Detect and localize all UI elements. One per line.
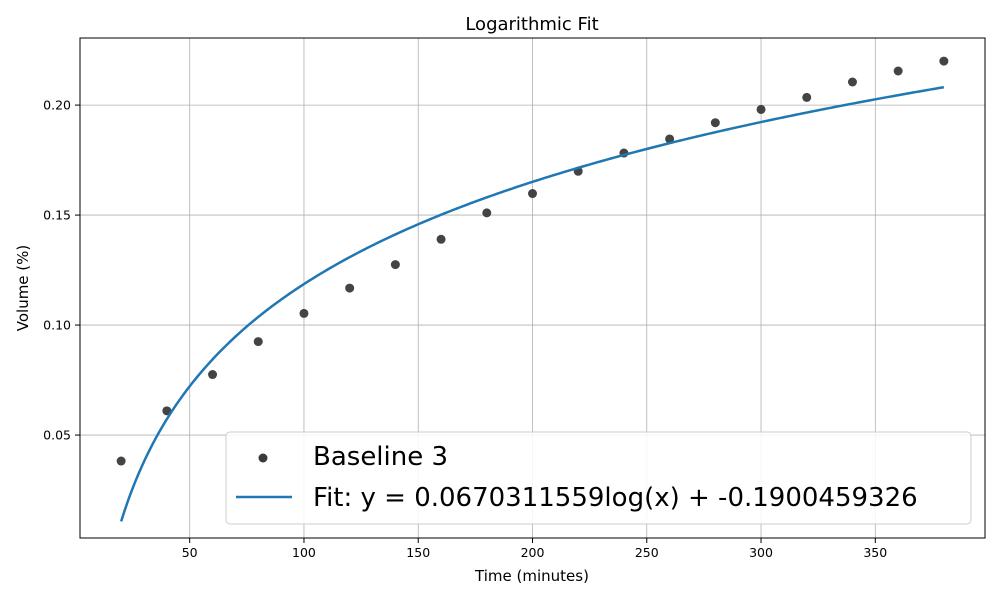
plot-area [116,56,949,522]
fit-line [119,85,945,522]
data-point [802,92,812,102]
data-point [208,370,218,380]
data-point [893,66,903,76]
legend: Baseline 3 Fit: y = 0.0670311559log(x) +… [225,431,972,525]
data-point [116,456,126,466]
y-tick-label: 0.20 [43,98,71,113]
data-point [710,118,720,128]
data-point [345,283,355,293]
x-tick-label: 100 [292,545,316,560]
y-tick-label: 0.05 [43,428,71,443]
y-axis-ticks: 0.05 0.10 0.15 0.20 [43,98,80,443]
y-tick-label: 0.10 [43,318,71,333]
data-point [390,260,400,270]
x-tick-label: 350 [863,545,887,560]
x-tick-label: 50 [182,545,198,560]
y-axis-label: Volume (%) [14,245,32,332]
x-tick-label: 300 [749,545,773,560]
data-point [162,406,172,416]
x-tick-label: 200 [521,545,545,560]
x-axis-label: Time (minutes) [474,567,589,585]
data-point [665,134,675,144]
data-point [756,104,766,114]
chart-title: Logarithmic Fit [465,14,598,35]
x-axis-ticks: 50 100 150 200 250 300 350 [182,538,887,560]
legend-label-baseline: Baseline 3 [313,442,448,472]
data-point [253,337,263,347]
x-tick-label: 250 [635,545,659,560]
data-point [436,234,446,244]
data-point [528,189,537,199]
y-tick-label: 0.15 [43,208,71,223]
legend-label-fit: Fit: y = 0.0670311559log(x) + -0.1900459… [313,483,918,513]
data-point [299,308,309,318]
x-tick-label: 150 [406,545,430,560]
legend-box [225,431,972,525]
data-point [939,56,949,66]
legend-marker-baseline [258,453,268,463]
data-point [482,208,492,218]
data-point [847,77,857,87]
